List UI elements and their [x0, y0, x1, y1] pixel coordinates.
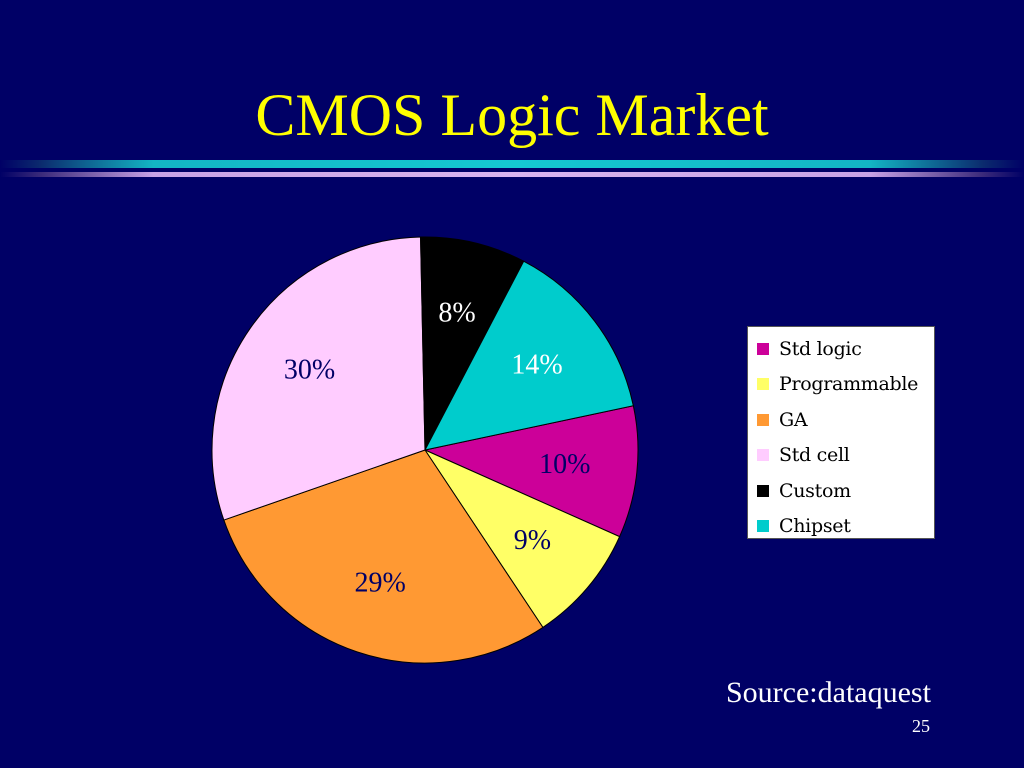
legend-swatch-chipset — [757, 520, 769, 532]
legend-item-programmable: Programmable — [757, 369, 918, 399]
pie-slice-ga — [223, 449, 544, 664]
chart-legend: Std logic Programmable GA Std cell Custo… — [747, 326, 935, 539]
pie-slice-std-cell — [211, 236, 426, 521]
legend-label-std-logic: Std logic — [779, 338, 862, 360]
slide-title: CMOS Logic Market — [255, 82, 769, 148]
legend-label-custom: Custom — [779, 479, 851, 502]
legend-swatch-std-logic — [757, 343, 769, 355]
data-label-std-logic: 10% — [539, 449, 590, 480]
legend-item-chipset: Chipset — [757, 511, 851, 541]
pie-slice-custom — [420, 236, 525, 451]
page-number: 25 — [912, 716, 930, 736]
data-label-custom: 8% — [438, 298, 475, 329]
data-label-std-cell: 30% — [284, 354, 335, 385]
legend-label-ga: GA — [779, 408, 808, 431]
data-label-chipset: 14% — [511, 350, 562, 381]
legend-item-custom: Custom — [757, 476, 851, 506]
source-note: Source:dataquest — [726, 676, 931, 709]
legend-label-chipset: Chipset — [779, 515, 851, 537]
data-label-programmable: 9% — [514, 525, 551, 556]
legend-label-std-cell: Std cell — [779, 444, 850, 467]
pie-slice-chipset — [424, 260, 634, 451]
data-label-ga: 29% — [355, 568, 406, 599]
legend-item-std-logic: Std logic — [757, 334, 862, 364]
pie-slice-std-logic — [423, 405, 639, 538]
pie-slice-programmable — [423, 448, 621, 629]
legend-swatch-ga — [757, 413, 769, 426]
title-divider-cyan — [0, 160, 1024, 168]
legend-swatch-std-cell — [757, 449, 769, 462]
legend-swatch-programmable — [757, 378, 769, 391]
legend-item-std-cell: Std cell — [757, 440, 850, 470]
legend-item-ga: GA — [757, 405, 808, 435]
legend-label-programmable: Programmable — [779, 373, 919, 396]
title-divider-lavender — [0, 172, 1024, 177]
legend-swatch-custom — [757, 484, 769, 497]
